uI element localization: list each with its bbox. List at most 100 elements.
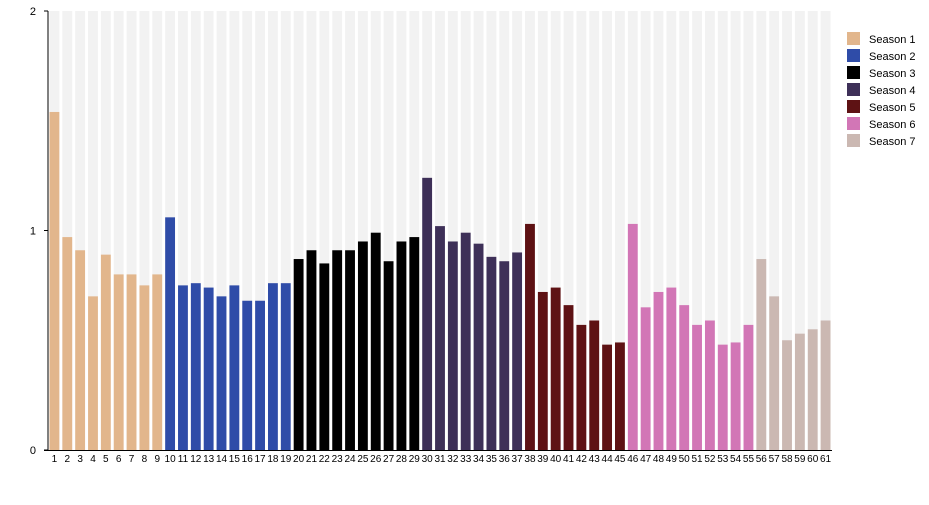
bar-background — [730, 11, 741, 450]
x-tick-label: 4 — [90, 454, 96, 465]
bar — [679, 305, 690, 450]
bar — [126, 274, 137, 450]
x-tick-label: 33 — [460, 454, 472, 465]
x-tick-label: 61 — [820, 454, 832, 465]
legend-swatch — [847, 134, 860, 147]
bar — [704, 320, 715, 450]
legend-swatch — [847, 100, 860, 113]
x-tick-label: 59 — [794, 454, 806, 465]
x-tick-label: 55 — [743, 454, 755, 465]
x-tick-label: 12 — [190, 454, 202, 465]
legend-label: Season 3 — [869, 68, 915, 80]
x-tick-label: 10 — [165, 454, 177, 465]
bar — [756, 259, 767, 450]
bar-background — [100, 11, 111, 450]
bar — [152, 274, 163, 450]
x-tick-label: 42 — [576, 454, 588, 465]
x-tick-label: 53 — [717, 454, 729, 465]
x-tick-label: 3 — [77, 454, 83, 465]
x-tick-label: 13 — [203, 454, 215, 465]
x-tick-label: 37 — [512, 454, 524, 465]
x-tick-label: 54 — [730, 454, 742, 465]
bar-background — [486, 11, 497, 450]
bar — [807, 329, 818, 450]
x-tick-label: 40 — [550, 454, 562, 465]
y-tick-label: 0 — [30, 445, 36, 457]
bar-background — [357, 11, 368, 450]
bar-background — [113, 11, 124, 450]
bar — [306, 250, 317, 450]
bar — [537, 291, 548, 450]
x-tick-label: 25 — [357, 454, 369, 465]
bar — [550, 287, 561, 450]
x-tick-label: 39 — [537, 454, 549, 465]
bar-background — [126, 11, 137, 450]
bar-background — [679, 11, 690, 450]
bar-background — [216, 11, 227, 450]
bar-background — [794, 11, 805, 450]
x-tick-label: 46 — [627, 454, 639, 465]
bar — [473, 243, 484, 450]
x-tick-label: 49 — [666, 454, 678, 465]
bar-background — [62, 11, 73, 450]
bar-background — [178, 11, 188, 450]
x-tick-label: 43 — [589, 454, 601, 465]
bar — [563, 305, 574, 450]
bar-background — [409, 11, 420, 450]
x-tick-label: 28 — [396, 454, 408, 465]
bar — [113, 274, 124, 450]
bar-background — [820, 11, 831, 450]
legend-swatch — [847, 49, 860, 62]
bar — [319, 263, 330, 450]
bar — [242, 300, 253, 450]
bar — [267, 283, 278, 450]
legend-swatch — [847, 83, 860, 96]
axes: 1 2 3 4 5 6 7 8 9 10 11 12 13 14 15 16 17 18 19 20 21 22 23 24 2… — [30, 6, 832, 465]
legend-swatch — [847, 66, 860, 79]
bar-background — [473, 11, 484, 450]
x-tick-label: 38 — [524, 454, 536, 465]
bar — [396, 241, 407, 450]
bar — [460, 232, 471, 450]
bar-background — [550, 11, 561, 450]
bar — [769, 296, 780, 450]
legend-label: Season 7 — [869, 136, 915, 148]
bar-background — [306, 11, 317, 450]
legend: Season 1 Season 2 Season 3 Season 4 Season 5… — [847, 32, 915, 148]
bar — [88, 296, 98, 450]
x-tick-label: 50 — [679, 454, 691, 465]
bar — [666, 287, 677, 450]
bar — [203, 287, 214, 450]
legend-swatch — [847, 32, 860, 45]
bar — [255, 300, 265, 450]
bar — [49, 111, 60, 450]
x-tick-label: 52 — [704, 454, 716, 465]
x-tick-label: 56 — [756, 454, 768, 465]
bar-background — [319, 11, 330, 450]
bar-background — [88, 11, 98, 450]
bar — [422, 177, 433, 450]
x-tick-label: 14 — [216, 454, 228, 465]
bar-background — [782, 11, 792, 450]
x-tick-label: 35 — [486, 454, 498, 465]
x-tick-label: 47 — [640, 454, 652, 465]
bar — [627, 223, 638, 450]
bar-background — [807, 11, 818, 450]
bar-background — [589, 11, 600, 450]
x-tick-label: 16 — [242, 454, 254, 465]
bar — [820, 320, 831, 450]
x-tick-label: 22 — [319, 454, 331, 465]
x-tick-label: 1 — [52, 454, 58, 465]
x-tick-label: 27 — [383, 454, 395, 465]
bar — [602, 344, 613, 450]
bar-background — [640, 11, 651, 450]
bar — [357, 241, 368, 450]
bar-background — [396, 11, 407, 450]
bar-background — [75, 11, 86, 450]
x-tick-label: 7 — [129, 454, 135, 465]
legend-label: Season 2 — [869, 51, 915, 63]
bar-background — [280, 11, 291, 450]
x-tick-label: 23 — [332, 454, 344, 465]
bar-background — [370, 11, 381, 450]
bar-background — [345, 11, 355, 450]
